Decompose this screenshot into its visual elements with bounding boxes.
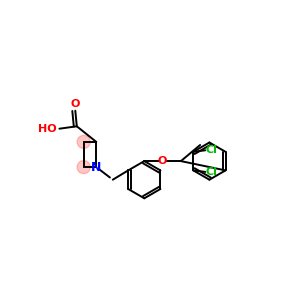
Circle shape [77, 135, 90, 148]
Text: O: O [158, 156, 167, 166]
Text: Cl: Cl [206, 145, 218, 155]
Text: HO: HO [38, 124, 57, 134]
Text: N: N [91, 160, 101, 174]
Text: Cl: Cl [206, 167, 218, 177]
Text: O: O [70, 99, 80, 109]
Circle shape [77, 160, 90, 174]
